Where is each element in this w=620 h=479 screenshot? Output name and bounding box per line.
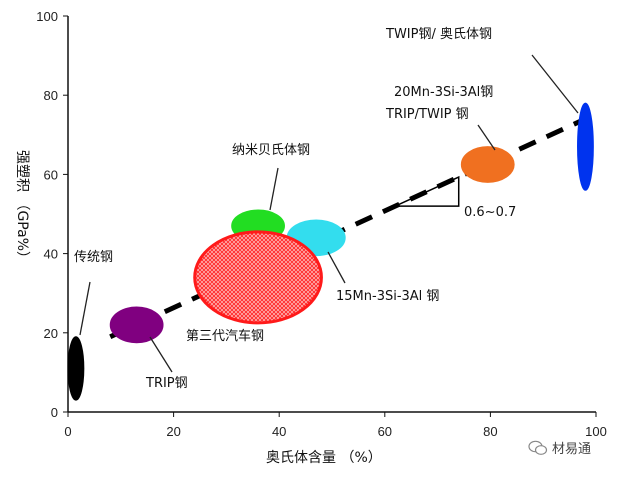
leader-twip [531, 54, 579, 114]
label-traditional: 传统钢 [74, 250, 113, 265]
label-trip: TRIP钢 [145, 376, 188, 391]
region-6 [577, 102, 594, 191]
y-tick-label: 100 [36, 9, 58, 24]
label-twip: TWIP钢/ 奥氏体钢 [385, 27, 492, 42]
leader-20mn [477, 124, 496, 151]
trend-line [109, 116, 587, 340]
watermark-text: 材易通 [552, 442, 592, 457]
x-tick-label: 60 [378, 424, 392, 439]
label-nano-bainite: 纳米贝氏体钢 [232, 143, 310, 158]
x-tick-label: 0 [64, 424, 71, 439]
leader-traditional [79, 281, 91, 336]
label-20mn-line2: TRIP/TWIP 钢 [385, 107, 469, 122]
leader-15mn [327, 251, 346, 284]
wechat-logo-icon [528, 440, 548, 455]
leader-trip [149, 336, 173, 373]
region-4 [193, 230, 323, 325]
leader-nano [269, 167, 279, 211]
region-0 [67, 336, 85, 401]
watermark: 材易通 [528, 438, 591, 457]
x-tick-label: 40 [272, 424, 286, 439]
slope-triangle [395, 175, 460, 207]
label-20mn-line1: 20Mn-3Si-3Al钢 [394, 85, 493, 100]
region-1 [109, 306, 164, 344]
x-axis-label: 奥氏体含量 （%） [266, 449, 382, 466]
y-axis-label: 强塑积 （GPa%） [14, 150, 30, 265]
y-tick-label: 20 [44, 326, 58, 341]
x-tick-label: 100 [585, 424, 607, 439]
label-15mn: 15Mn-3Si-3Al 钢 [336, 289, 439, 304]
y-tick-label: 0 [51, 405, 58, 420]
region-5 [460, 146, 515, 183]
y-tick-label: 60 [44, 167, 58, 182]
label-slope: 0.6~0.7 [464, 205, 516, 220]
y-tick-label: 40 [44, 247, 58, 262]
y-tick-label: 80 [44, 88, 58, 103]
x-tick-label: 80 [483, 424, 497, 439]
x-tick-label: 20 [166, 424, 180, 439]
label-third-gen: 第三代汽车钢 [186, 328, 264, 344]
